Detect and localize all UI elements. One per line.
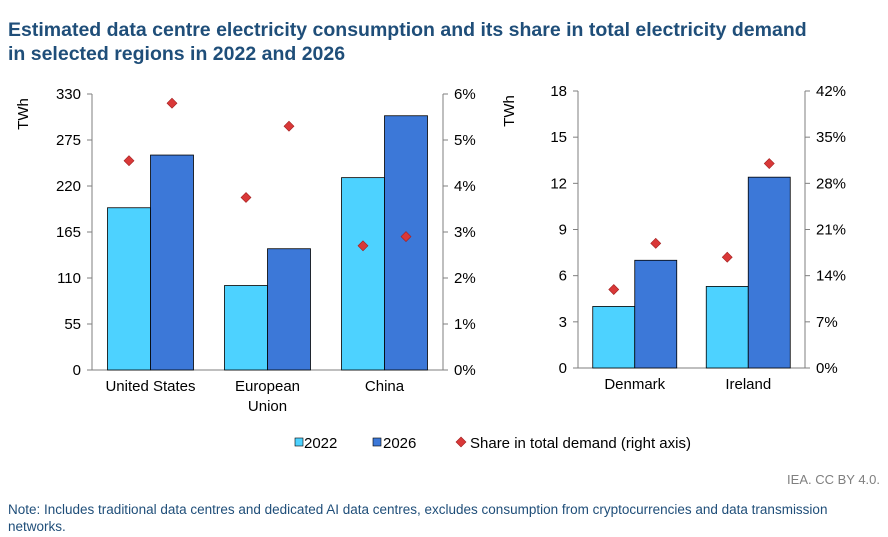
legend-swatch-2026 — [372, 437, 382, 447]
legend: 2022 2026 Share in total demand (right axi… — [294, 435, 691, 452]
chart-right-share-point-2026 — [650, 237, 662, 249]
chart-left-bar-2022 — [341, 177, 385, 371]
chart-right-share-point-2026 — [763, 158, 775, 169]
chart-title: Estimated data centre electricity consum… — [8, 18, 883, 66]
chart-right-bar-2022 — [592, 306, 636, 369]
chart-left-y-tick-label: 55 — [64, 316, 81, 333]
chart-right-y-tick-label: 15 — [550, 129, 567, 146]
chart-right-y2-tick-label: 21% — [816, 222, 846, 239]
chart-left-y2-tick-label: 1% — [454, 316, 476, 333]
chart-right-share-point-2022 — [721, 251, 733, 263]
chart-left-share-point-2026 — [400, 231, 412, 243]
chart-left-y2-tick-label: 0% — [454, 362, 476, 379]
chart-right-y-tick-label: 3 — [559, 314, 567, 331]
chart-title-line-2: in selected regions in 2022 and 2026 — [8, 43, 346, 65]
chart-title-line-1: Estimated data centre electricity consum… — [8, 19, 807, 41]
chart-left-bar-2026 — [150, 154, 194, 371]
chart-right-y2-tick-label: 7% — [816, 314, 838, 331]
chart-left-share-point-2022 — [240, 192, 252, 203]
chart-right-y-tick-label: 6 — [559, 268, 567, 285]
credit-label: IEA. CC BY 4.0. — [787, 472, 880, 487]
chart-left-y2-tick-label: 5% — [454, 132, 476, 149]
chart-left-y-tick-label: 110 — [57, 270, 81, 287]
legend-label-share: Share in total demand (right axis) — [470, 435, 691, 452]
chart-left-y2-tick-label: 4% — [454, 178, 476, 195]
chart-left-y-tick-label: 0 — [73, 362, 81, 379]
chart-left: 0 55 110 165 220 275 330 0% 1% 2% 3% 4% 5% 6% TWh Unite… — [15, 86, 476, 415]
chart-left-x-tick-label: Union — [248, 398, 287, 415]
chart-left-bar-2022 — [224, 285, 268, 371]
chart-note: Note: Includes traditional data centres … — [8, 502, 828, 534]
legend-label-2022: 2022 — [304, 435, 337, 452]
chart-left-y-tick-label: 330 — [56, 86, 81, 103]
chart-left-share-point-2022 — [123, 155, 135, 167]
chart-right-y2-tick-label: 0% — [816, 360, 838, 377]
chart-left-share-point-2022 — [357, 240, 369, 252]
chart-right-bar-2026 — [747, 176, 791, 369]
chart-left-bar-2022 — [107, 207, 151, 371]
chart-left-y2-tick-label: 2% — [454, 270, 476, 287]
chart-left-y-tick-label: 220 — [56, 178, 81, 195]
chart-right-y2-tick-label: 42% — [816, 83, 846, 100]
legend-swatch-2022 — [294, 437, 304, 447]
chart-right-bar-2022 — [705, 286, 749, 369]
legend-label-2026: 2026 — [383, 435, 416, 452]
chart-left-y-tick-label: 165 — [56, 224, 81, 241]
chart-left-y-axis-label: TWh — [15, 98, 32, 130]
chart-left-x-tick-label: China — [365, 378, 405, 395]
chart-right-y-axis-label: TWh — [501, 95, 518, 127]
chart-left-share-point-2026 — [283, 120, 295, 132]
chart-right-bar-2026 — [634, 259, 678, 369]
chart-left-bar-2026 — [267, 248, 311, 371]
chart-right-x-tick-label: Denmark — [604, 376, 665, 393]
chart-left-x-tick-label: European — [235, 378, 300, 395]
chart-right-y2-tick-label: 28% — [816, 175, 846, 192]
chart-left-share-point-2026 — [166, 97, 178, 109]
chart-right-y2-tick-label: 14% — [816, 268, 846, 285]
chart-right-y-tick-label: 18 — [550, 83, 567, 100]
chart-left-y2-tick-label: 6% — [454, 86, 476, 103]
chart-left-y2-tick-label: 3% — [454, 224, 476, 241]
chart-right: 0 3 6 9 12 15 18 0% 7% 14% 21% 28% 35% 42% TWh Denmark I… — [501, 83, 846, 393]
chart-right-y-tick-label: 12 — [550, 175, 567, 192]
chart-left-y-tick-label: 275 — [56, 132, 81, 149]
chart-left-x-tick-label: United States — [105, 378, 195, 395]
chart-right-y-tick-label: 0 — [559, 360, 567, 377]
chart-right-share-point-2022 — [608, 284, 620, 295]
legend-swatch-share — [455, 436, 467, 448]
chart-right-y-tick-label: 9 — [559, 222, 567, 239]
chart-right-x-tick-label: Ireland — [725, 376, 771, 393]
chart-left-bar-2026 — [384, 115, 428, 371]
chart-right-y2-tick-label: 35% — [816, 129, 846, 146]
